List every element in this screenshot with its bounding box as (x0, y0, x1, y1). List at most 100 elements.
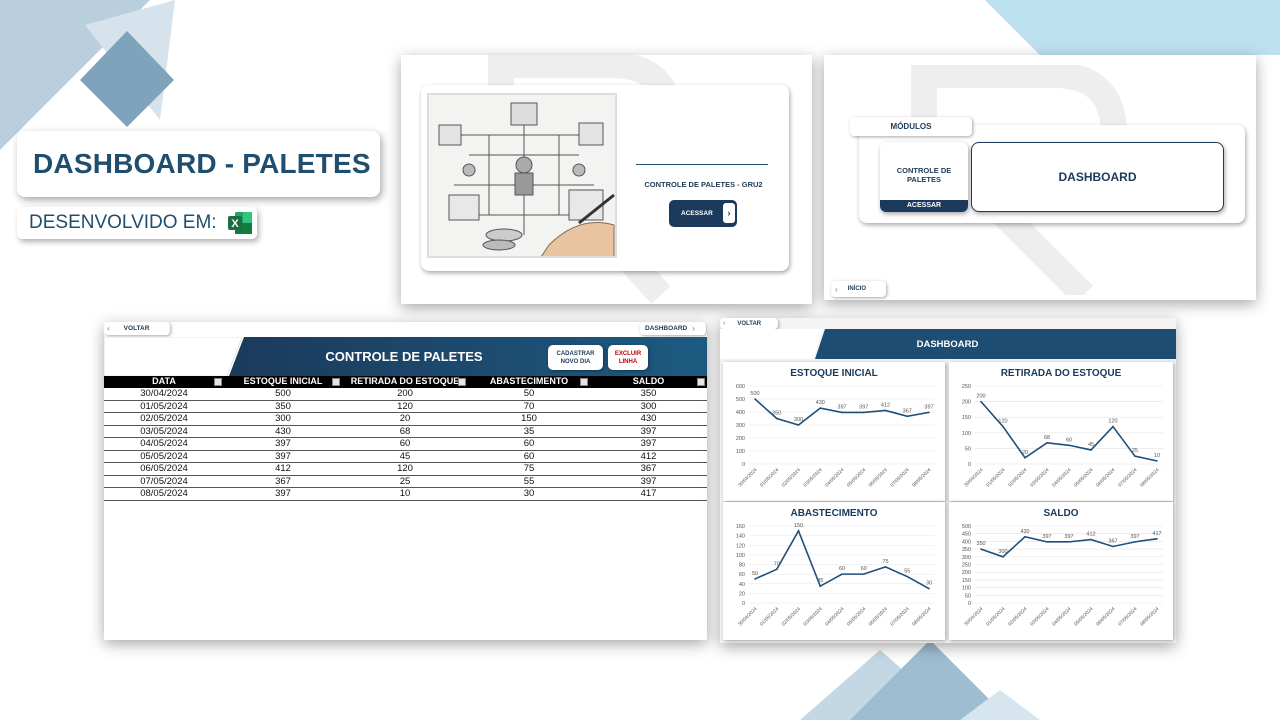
table-cell[interactable]: 500 (275, 388, 291, 399)
table-cell[interactable]: 430 (640, 413, 657, 424)
table-row[interactable]: 07/05/2024 367 25 55 397 (104, 475, 707, 488)
data-point (797, 424, 800, 426)
x-tick-label: 30/04/2024 (963, 606, 984, 627)
table-cell[interactable]: 03/05/2024 (140, 425, 188, 437)
data-point (754, 578, 756, 580)
table-cell[interactable]: 10 (399, 488, 411, 499)
table-cell[interactable]: 397 (275, 450, 291, 462)
table-cell[interactable]: 25 (399, 475, 411, 487)
table-cell[interactable]: 35 (523, 425, 535, 437)
x-tick-label: 07/05/2024 (889, 467, 910, 488)
table-row[interactable]: 06/05/2024 412 120 75 367 (104, 463, 707, 476)
table-cell[interactable]: 08/05/2024 (140, 488, 188, 499)
data-point (841, 573, 843, 575)
table-cell[interactable]: 75 (523, 463, 535, 474)
module-access-button[interactable]: ACESSAR (880, 200, 968, 212)
x-tick-label: 02/05/2024 (1007, 606, 1028, 627)
column-header: ESTOQUE INICIAL (224, 376, 342, 388)
table-row[interactable]: 01/05/2024 350 120 70 300 (104, 400, 707, 413)
table-cell[interactable]: 02/05/2024 (140, 413, 188, 424)
table-cell[interactable]: 397 (275, 488, 291, 499)
y-tick-label: 80 (739, 563, 745, 569)
table-cell[interactable]: 50 (523, 388, 535, 399)
table-cell[interactable]: 07/05/2024 (140, 475, 188, 487)
filter-dropdown-icon[interactable] (214, 378, 222, 386)
y-tick-label: 300 (736, 423, 745, 429)
dashboard-link-button[interactable]: DASHBOARD › (640, 322, 706, 335)
table-cell[interactable]: 350 (640, 388, 657, 399)
y-tick-label: 0 (968, 462, 971, 468)
data-label: 350 (772, 411, 781, 417)
data-table: DATA ESTOQUE INICIAL RETIRADA DO ESTOQUE… (104, 376, 707, 501)
data-label: 120 (1108, 419, 1117, 425)
data-label: 397 (859, 404, 868, 410)
y-tick-label: 100 (962, 586, 971, 592)
table-cell[interactable]: 300 (275, 413, 291, 424)
modules-label-box: MÓDULOS (850, 117, 972, 136)
table-row[interactable]: 02/05/2024 300 20 150 430 (104, 413, 707, 426)
x-tick-label: 01/05/2024 (985, 606, 1006, 627)
table-cell[interactable]: 05/05/2024 (140, 450, 188, 462)
table-row[interactable]: 08/05/2024 397 10 30 417 (104, 488, 707, 501)
table-cell[interactable]: 30 (523, 488, 535, 499)
dashboard-title: DASHBOARD (916, 339, 979, 350)
table-cell[interactable]: 150 (521, 413, 537, 424)
table-cell[interactable]: 397 (275, 438, 291, 449)
chart-title: RETIRADA DO ESTOQUE (1000, 368, 1122, 379)
table-cell[interactable]: 200 (397, 388, 413, 399)
table-cell[interactable]: 60 (523, 450, 535, 462)
table-row[interactable]: 03/05/2024 430 68 35 397 (104, 425, 707, 438)
series-line (980, 401, 1158, 462)
delete-row-button[interactable]: EXCLUIR LINHA (608, 345, 648, 370)
table-cell[interactable]: 430 (275, 425, 291, 437)
dashboard-screen: ‹ VOLTAR DASHBOARD ESTOQUE INICIAL 0 100 20… (720, 318, 1176, 643)
table-cell[interactable]: 06/05/2024 (140, 463, 188, 474)
table-cell[interactable]: 20 (399, 413, 411, 424)
table-row[interactable]: 05/05/2024 397 45 60 412 (104, 450, 707, 463)
data-point (1090, 538, 1092, 541)
table-row[interactable]: 30/04/2024 500 200 50 350 (104, 388, 707, 401)
x-tick-label: 01/05/2024 (759, 467, 780, 488)
filter-dropdown-icon[interactable] (697, 378, 705, 386)
back-button[interactable]: ‹ VOLTAR (104, 322, 170, 335)
home-button[interactable]: ‹ INÍCIO (831, 281, 886, 297)
table-cell[interactable]: 397 (640, 438, 657, 449)
module-controle-paletes[interactable]: CONTROLE DE PALETES ACESSAR (880, 142, 968, 212)
table-cell[interactable]: 45 (399, 450, 411, 462)
table-cell[interactable]: 350 (275, 400, 291, 412)
table-cell[interactable]: 04/05/2024 (140, 438, 188, 449)
table-cell[interactable]: 68 (399, 425, 411, 437)
table-cell[interactable]: 60 (399, 438, 411, 449)
table-cell[interactable]: 120 (397, 463, 413, 474)
table-cell[interactable]: 01/05/2024 (140, 400, 188, 412)
table-cell[interactable]: 55 (523, 475, 535, 487)
table-cell[interactable]: 300 (640, 400, 657, 412)
filter-dropdown-icon[interactable] (580, 378, 588, 386)
y-tick-label: 0 (968, 601, 971, 607)
data-label: 367 (903, 408, 912, 414)
table-cell[interactable]: 367 (275, 475, 291, 487)
table-cell[interactable]: 412 (275, 463, 291, 474)
table-cell[interactable]: 60 (523, 438, 535, 449)
dashboard-module-button[interactable]: DASHBOARD (971, 142, 1224, 212)
table-row[interactable]: 04/05/2024 397 60 60 397 (104, 438, 707, 451)
table-cell[interactable]: 397 (640, 425, 657, 437)
table-cell[interactable]: 412 (640, 450, 657, 462)
modules-screen: MÓDULOS CONTROLE DE PALETES ACESSAR DASH… (824, 55, 1256, 300)
data-label: 50 (752, 571, 758, 577)
table-cell[interactable]: 120 (397, 400, 413, 412)
filter-dropdown-icon[interactable] (458, 378, 466, 386)
dashboard-back-button[interactable]: ‹ VOLTAR (720, 318, 778, 329)
arrow-right-icon: › (723, 203, 735, 223)
access-button[interactable]: ACESSAR › (669, 200, 737, 227)
table-cell[interactable]: 367 (640, 463, 657, 474)
table-cell[interactable]: 417 (640, 488, 657, 499)
filter-dropdown-icon[interactable] (332, 378, 340, 386)
x-tick-label: 05/05/2024 (1073, 467, 1094, 488)
table-cell[interactable]: 30/04/2024 (140, 388, 188, 399)
table-cell[interactable]: 70 (523, 400, 535, 412)
table-cell[interactable]: 397 (640, 475, 657, 487)
x-tick-label: 02/05/2024 (1007, 467, 1028, 488)
x-tick-label: 05/05/2024 (1073, 606, 1094, 627)
add-day-button[interactable]: CADASTRAR NOVO DIA (548, 345, 603, 370)
